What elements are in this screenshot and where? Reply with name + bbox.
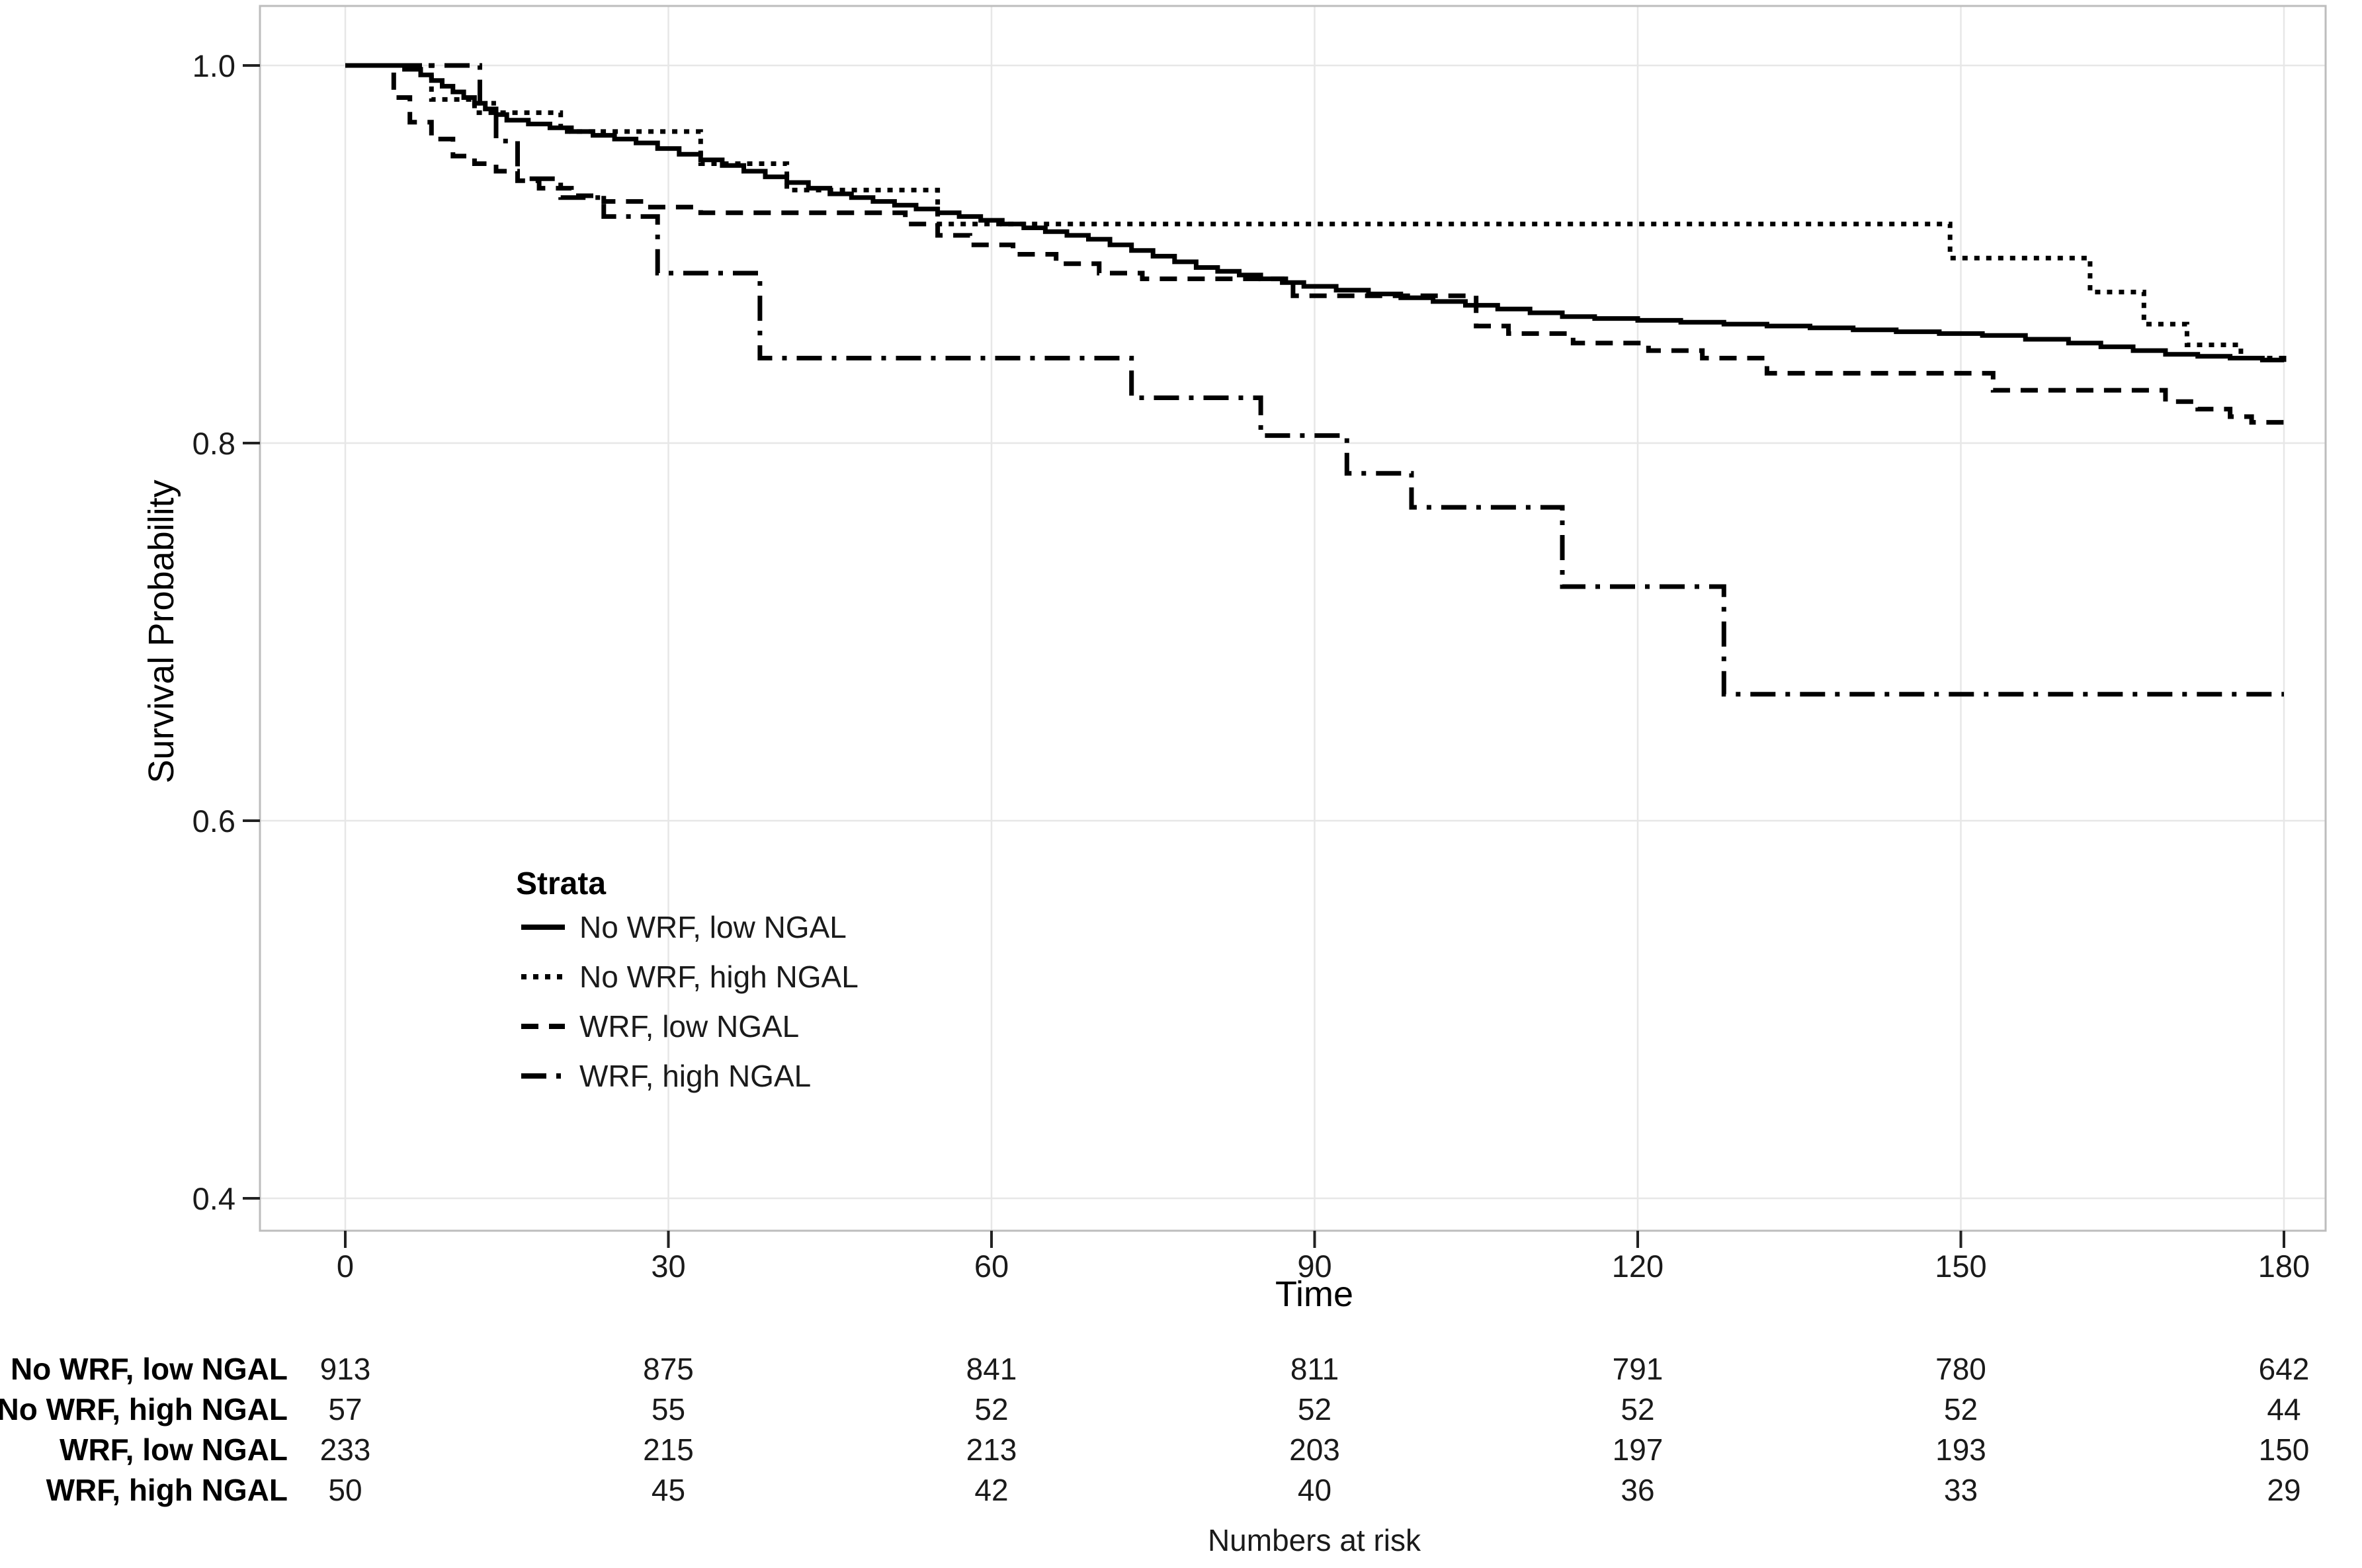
x-tick-label: 120: [1612, 1249, 1664, 1284]
risk-table-caption: Numbers at risk: [1208, 1523, 1421, 1557]
survival-curve-wrf-low-ngal: [345, 63, 2287, 425]
legend-item-label: WRF, high NGAL: [579, 1059, 811, 1093]
risk-count: 44: [2267, 1392, 2300, 1426]
risk-count: 57: [328, 1392, 362, 1426]
y-tick-label: 0.6: [192, 804, 235, 839]
risk-count: 913: [320, 1352, 371, 1386]
survival-curve-wrf-high-ngal: [345, 63, 2284, 697]
risk-count: 642: [2259, 1352, 2310, 1386]
risk-count: 215: [643, 1432, 694, 1467]
risk-count: 50: [328, 1473, 362, 1507]
x-tick-label: 90: [1297, 1249, 1331, 1284]
y-tick-label: 0.4: [192, 1181, 235, 1216]
risk-table-values: 913 875 841 811 791 780 642 57 55 52 52 52 52 44 233 21…: [320, 1352, 2310, 1507]
legend-title: Strata: [516, 866, 606, 901]
legend-line-samples: [521, 925, 565, 1079]
risk-count: 233: [320, 1432, 371, 1467]
risk-row-label: No WRF, high NGAL: [0, 1392, 288, 1426]
x-axis-title: Time: [1275, 1274, 1353, 1314]
y-tick-label: 1.0: [192, 48, 235, 83]
risk-count: 52: [974, 1392, 1008, 1426]
risk-row-label: WRF, low NGAL: [60, 1432, 288, 1467]
risk-count: 55: [652, 1392, 685, 1426]
x-tick-label: 60: [974, 1249, 1009, 1284]
y-tick-labels: 1.0 0.8 0.6 0.4: [192, 48, 235, 1216]
risk-count: 875: [643, 1352, 694, 1386]
risk-count: 841: [966, 1352, 1017, 1386]
risk-count: 36: [1621, 1473, 1654, 1507]
grid-layer: [260, 6, 2326, 1231]
x-tick-label: 30: [651, 1249, 685, 1284]
risk-count: 33: [1944, 1473, 1978, 1507]
y-axis-title: Survival Probability: [142, 479, 181, 783]
risk-count: 811: [1290, 1352, 1339, 1386]
x-tick-labels: 0 30 60 90 120 150 180: [337, 1249, 2310, 1284]
risk-count: 193: [1935, 1432, 1986, 1467]
risk-count: 52: [1621, 1392, 1654, 1426]
risk-count: 45: [652, 1473, 685, 1507]
legend-item-label: No WRF, high NGAL: [579, 960, 859, 994]
legend-item-label: WRF, low NGAL: [579, 1009, 799, 1044]
risk-count: 203: [1289, 1432, 1340, 1467]
risk-row-label: WRF, high NGAL: [46, 1473, 288, 1507]
x-tick-label: 150: [1935, 1249, 1986, 1284]
x-tick-label: 180: [2258, 1249, 2310, 1284]
curves-layer: [345, 63, 2287, 697]
risk-count: 40: [1298, 1473, 1331, 1507]
risk-count: 791: [1613, 1352, 1664, 1386]
risk-count: 52: [1944, 1392, 1978, 1426]
axis-ticks: [243, 64, 2285, 1248]
y-tick-label: 0.8: [192, 426, 235, 461]
risk-count: 213: [966, 1432, 1017, 1467]
risk-count: 42: [974, 1473, 1008, 1507]
risk-row-label: No WRF, low NGAL: [11, 1352, 288, 1386]
legend-item-label: No WRF, low NGAL: [579, 910, 847, 944]
survival-curve-no-wrf-low-ngal: [345, 63, 2287, 362]
risk-count: 780: [1935, 1352, 1986, 1386]
x-tick-label: 0: [337, 1249, 354, 1284]
risk-count: 29: [2267, 1473, 2300, 1507]
risk-count: 150: [2259, 1432, 2310, 1467]
risk-count: 197: [1613, 1432, 1664, 1467]
panel-border: [259, 5, 2327, 1232]
risk-count: 52: [1298, 1392, 1331, 1426]
